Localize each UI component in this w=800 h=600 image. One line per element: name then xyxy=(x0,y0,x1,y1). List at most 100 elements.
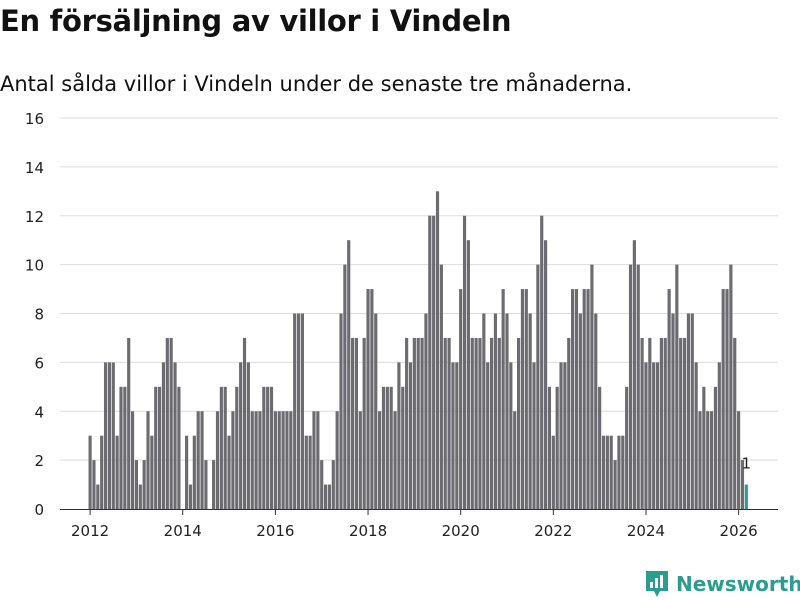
bar xyxy=(142,460,146,509)
bar xyxy=(493,313,497,509)
bar xyxy=(609,435,613,509)
bar xyxy=(281,411,285,509)
bar xyxy=(478,337,482,509)
bar xyxy=(486,362,490,509)
bar xyxy=(435,191,440,509)
bar xyxy=(374,313,378,509)
bar xyxy=(740,460,745,509)
bar xyxy=(547,386,552,509)
bar xyxy=(289,411,293,509)
bar xyxy=(277,411,281,509)
bar xyxy=(192,435,196,509)
bar xyxy=(652,362,656,509)
x-tick-label: 2020 xyxy=(442,522,480,540)
bar xyxy=(713,386,718,509)
bar xyxy=(169,337,173,509)
bar xyxy=(269,386,274,509)
bar xyxy=(219,386,223,509)
bar xyxy=(675,264,679,509)
bar xyxy=(393,411,397,509)
bar xyxy=(455,362,459,509)
bar xyxy=(725,289,729,509)
bar xyxy=(679,337,683,509)
newsworthy-logo[interactable]: Newsworthy xyxy=(644,568,800,600)
bar xyxy=(262,386,266,509)
bar xyxy=(644,362,648,509)
bar xyxy=(586,289,590,509)
bar xyxy=(196,411,200,509)
chart-title: En försäljning av villor i Vindeln xyxy=(0,4,512,38)
bar xyxy=(424,313,428,509)
highlight-label: 1 xyxy=(742,455,752,473)
bar xyxy=(370,289,374,509)
bar xyxy=(686,313,691,509)
bar xyxy=(354,337,359,509)
bar xyxy=(628,264,633,509)
x-tick-label: 2024 xyxy=(627,522,665,540)
bar xyxy=(513,411,517,509)
bar xyxy=(601,435,606,509)
bar xyxy=(100,435,104,509)
bar xyxy=(509,362,513,509)
bar xyxy=(598,386,602,509)
highlight-bar xyxy=(744,484,748,509)
bar xyxy=(212,460,216,509)
bar xyxy=(327,484,332,509)
bar xyxy=(532,362,536,509)
bar xyxy=(621,435,625,509)
bar xyxy=(474,337,478,509)
bar xyxy=(103,362,108,509)
bar xyxy=(223,386,227,509)
bar xyxy=(466,240,470,509)
x-tick-label: 2026 xyxy=(720,522,758,540)
bar xyxy=(555,386,559,509)
bar xyxy=(266,386,270,509)
y-tick-label: 16 xyxy=(25,110,44,128)
bar xyxy=(482,313,486,509)
bar xyxy=(293,313,297,509)
bar xyxy=(397,362,401,509)
x-tick-label: 2012 xyxy=(71,522,109,540)
bar xyxy=(323,484,328,509)
bar xyxy=(505,313,509,509)
bar xyxy=(682,337,687,509)
bar xyxy=(590,264,594,509)
bar xyxy=(432,215,436,509)
bar xyxy=(636,264,640,509)
bar xyxy=(246,362,250,509)
bar xyxy=(497,337,501,509)
bar xyxy=(239,362,243,509)
bar xyxy=(559,362,563,509)
bar xyxy=(540,215,544,509)
bar xyxy=(273,411,277,509)
bar xyxy=(200,411,204,509)
y-tick-label: 10 xyxy=(25,257,44,275)
bar xyxy=(528,313,532,509)
bar xyxy=(254,411,258,509)
bar xyxy=(447,337,451,509)
bar xyxy=(227,435,231,509)
bar xyxy=(312,411,316,509)
bar xyxy=(343,264,347,509)
bar xyxy=(544,240,548,509)
bar xyxy=(320,460,324,509)
x-tick-label: 2016 xyxy=(256,522,294,540)
y-tick-label: 2 xyxy=(34,452,44,470)
bar xyxy=(300,313,304,509)
bar xyxy=(663,337,667,509)
bar xyxy=(470,337,474,509)
bar xyxy=(717,362,721,509)
bar xyxy=(709,411,714,509)
bar xyxy=(204,460,208,509)
bar xyxy=(188,484,193,509)
bar xyxy=(366,289,370,509)
bar xyxy=(516,337,521,509)
bar xyxy=(231,411,235,509)
bar xyxy=(625,386,629,509)
bar xyxy=(405,337,409,509)
bar xyxy=(451,362,455,509)
bar xyxy=(655,362,660,509)
bar xyxy=(111,362,115,509)
bar xyxy=(582,289,586,509)
bar xyxy=(571,289,575,509)
